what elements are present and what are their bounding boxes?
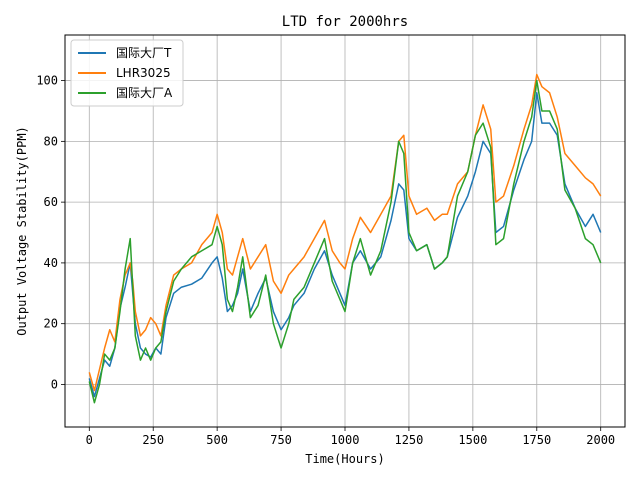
- x-tick-label: 1250: [394, 433, 423, 447]
- x-tick-label: 0: [86, 433, 93, 447]
- legend-label-3: 国际大厂A: [116, 86, 173, 100]
- y-tick-label: 0: [51, 377, 58, 391]
- grid: [65, 35, 625, 427]
- y-tick-label: 60: [44, 195, 58, 209]
- y-tick-label: 80: [44, 134, 58, 148]
- y-axis: 0 20 40 60 80 100: [36, 74, 65, 391]
- series-line-2: [88, 73, 602, 392]
- series-line-1: [88, 91, 602, 398]
- legend: 国际大厂T LHR3025 国际大厂A: [70, 39, 184, 107]
- x-tick-label: 1500: [458, 433, 487, 447]
- y-tick-label: 20: [44, 317, 58, 331]
- y-tick-label: 40: [44, 256, 58, 270]
- x-tick-label: 250: [142, 433, 164, 447]
- y-axis-label: Output Voltage Stability(PPM): [15, 126, 29, 336]
- legend-box: [70, 39, 184, 107]
- x-tick-label: 750: [270, 433, 292, 447]
- legend-label-1: 国际大厂T: [116, 46, 172, 60]
- y-tick-label: 100: [36, 74, 58, 88]
- series-line-3: [88, 79, 602, 404]
- x-tick-label: 1750: [522, 433, 551, 447]
- x-tick-label: 2000: [586, 433, 615, 447]
- legend-label-2: LHR3025: [116, 66, 171, 80]
- x-tick-label: 500: [206, 433, 228, 447]
- x-axis: 0 250 500 750 1000 1250 1500 1750 2000: [86, 427, 615, 447]
- x-tick-label: 1000: [331, 433, 360, 447]
- series-layer: [88, 73, 602, 404]
- x-axis-label: Time(Hours): [305, 452, 384, 466]
- chart-title: LTD for 2000hrs: [282, 14, 408, 30]
